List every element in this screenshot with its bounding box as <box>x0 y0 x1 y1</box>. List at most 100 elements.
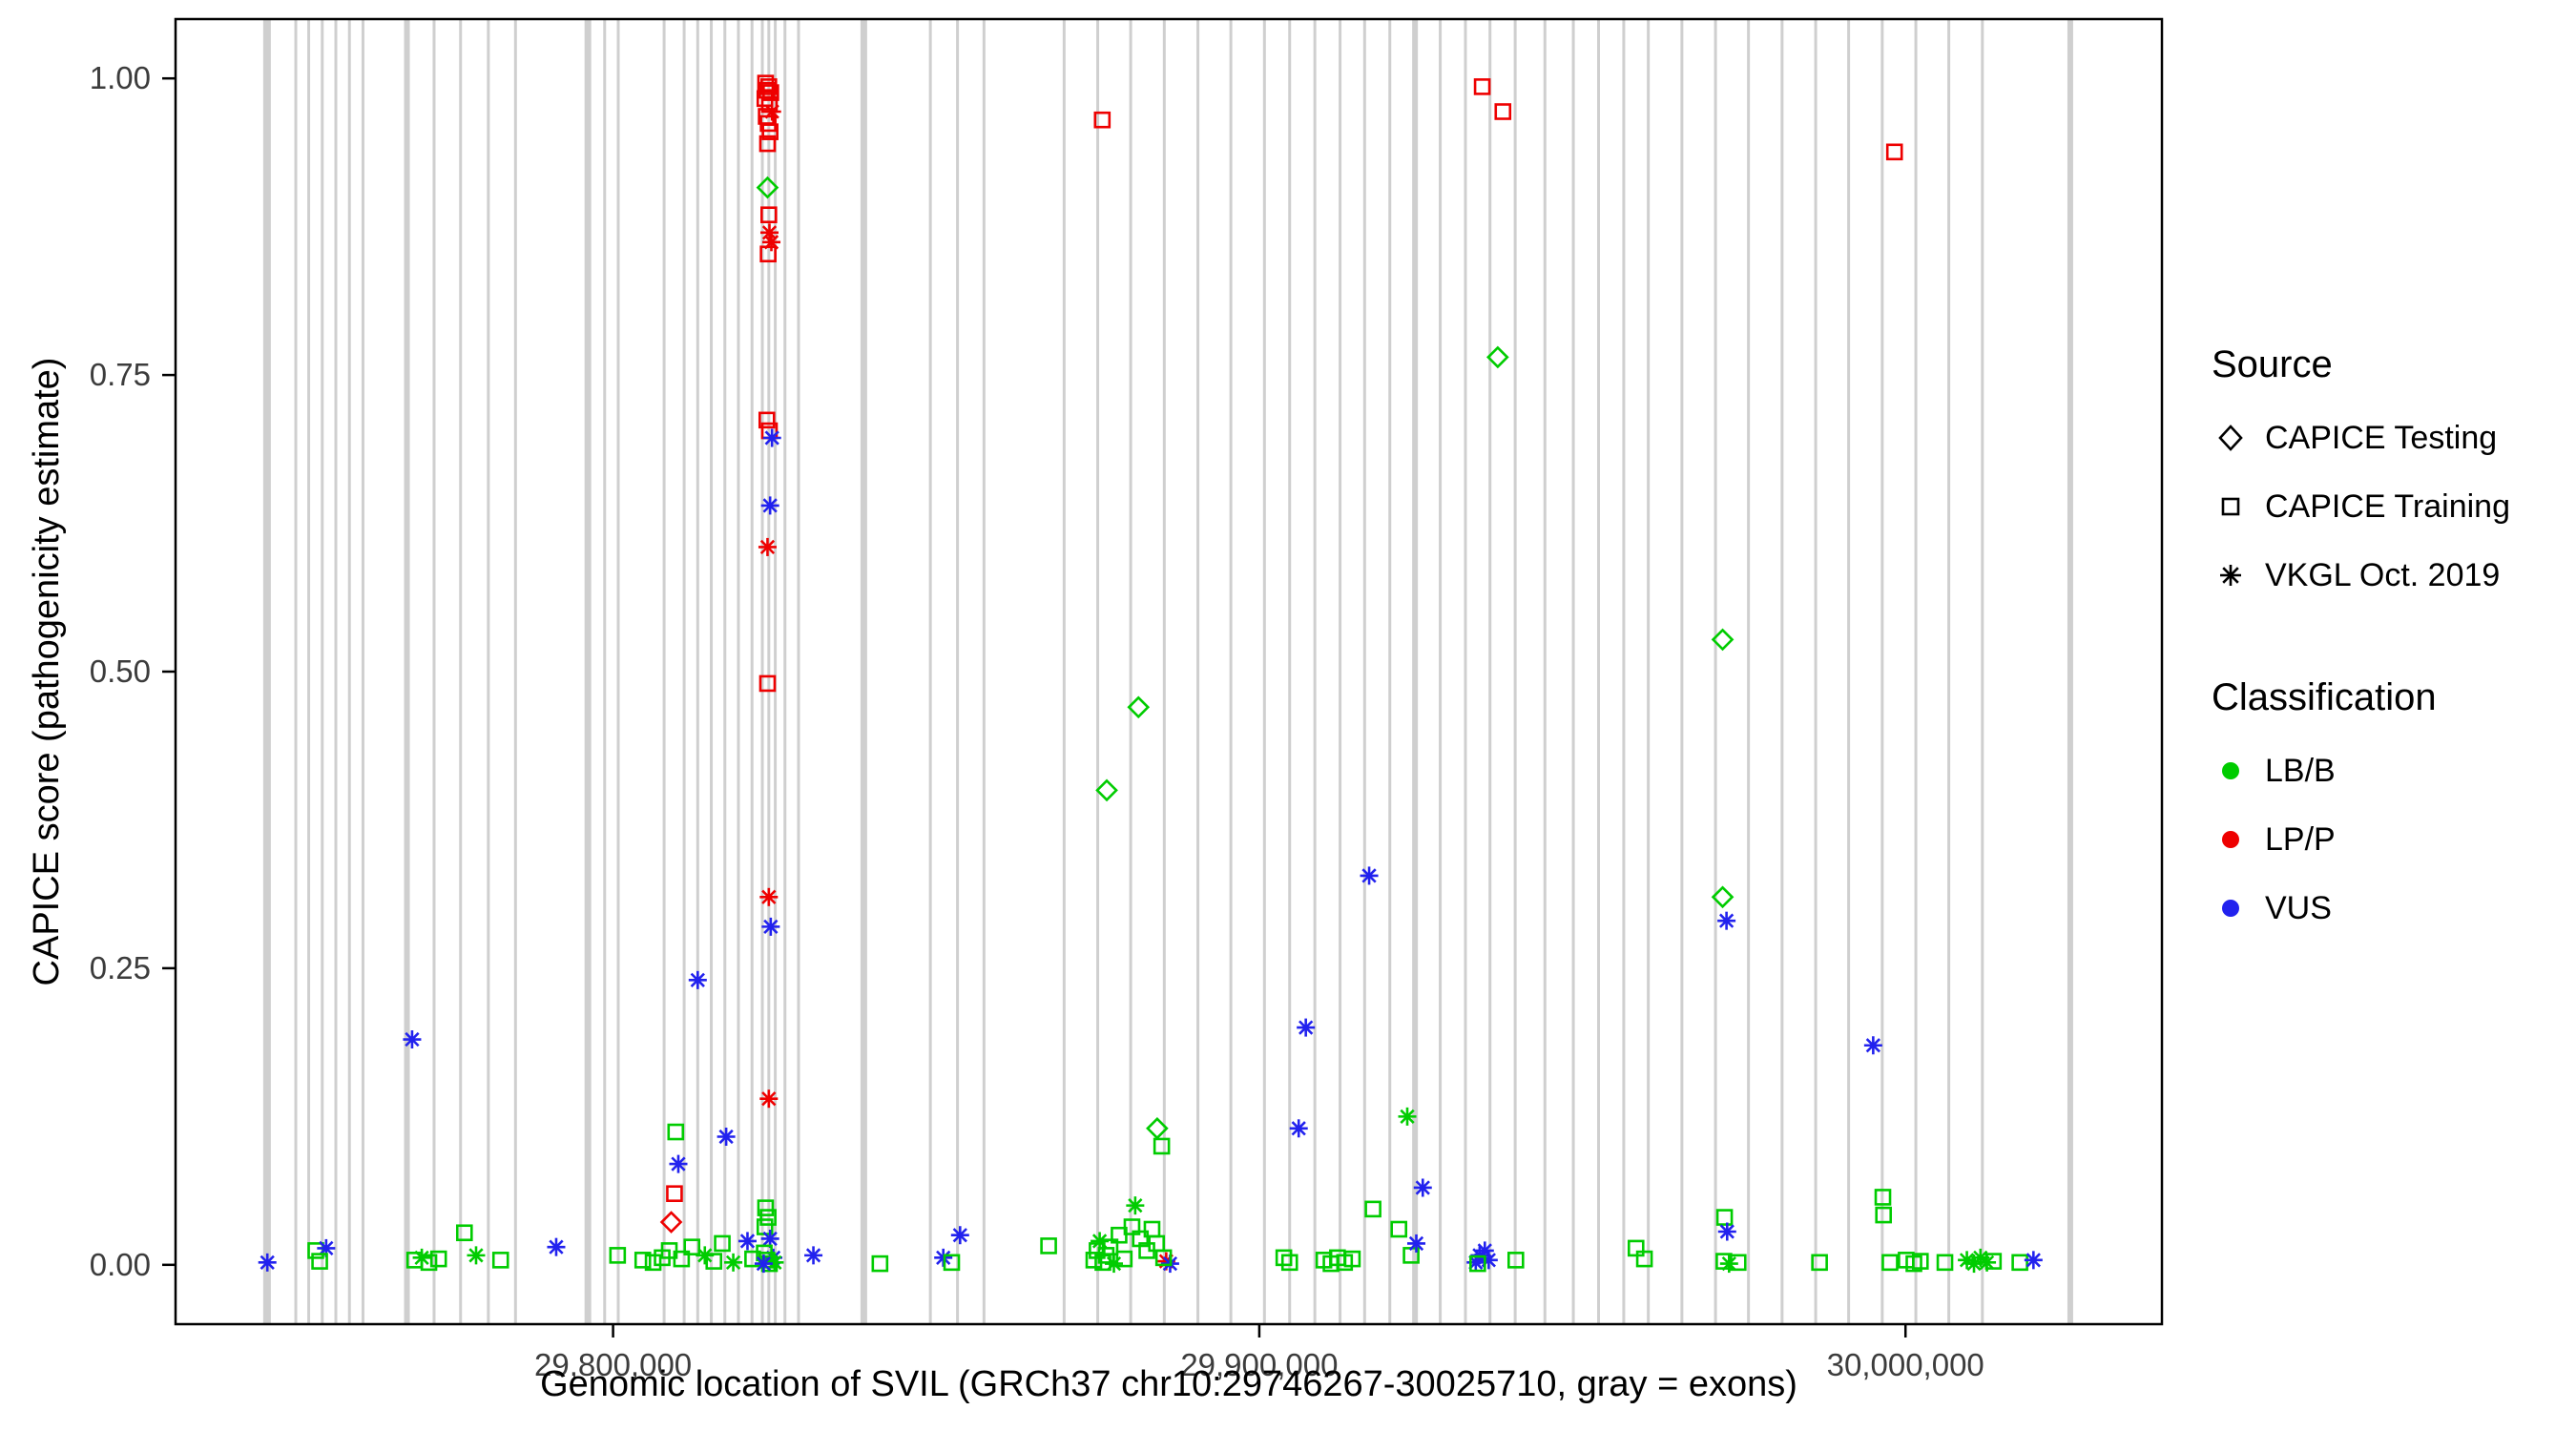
data-point <box>1360 866 1379 885</box>
legend-item-label: CAPICE Training <box>2265 487 2510 525</box>
data-point <box>1127 695 1151 719</box>
y-axis-title: CAPICE score (pathogenicity estimate) <box>27 357 67 986</box>
legend-item-vkgl: VKGL Oct. 2019 <box>2212 541 2566 610</box>
data-point <box>1984 1253 2003 1270</box>
lbb-dot-icon <box>2222 762 2239 779</box>
data-point <box>420 1254 438 1272</box>
x-axis-title: Genomic location of SVIL (GRCh37 chr10:2… <box>540 1364 1797 1404</box>
data-point <box>429 1250 447 1268</box>
data-point <box>1863 1036 1882 1055</box>
data-point <box>1040 1237 1057 1255</box>
y-tick-label: 1.00 <box>90 60 151 95</box>
data-point <box>1627 1239 1645 1257</box>
data-point <box>644 1254 662 1272</box>
data-point <box>1811 1254 1828 1272</box>
data-point <box>1413 1178 1432 1197</box>
legend-item-vus: VUS <box>2212 874 2566 943</box>
data-point <box>2024 1251 2043 1270</box>
data-point <box>760 206 778 223</box>
data-point <box>491 1252 509 1269</box>
legend-item-capice-training: CAPICE Training <box>2212 472 2566 541</box>
data-point <box>1729 1254 1747 1272</box>
data-point <box>1406 1234 1425 1253</box>
data-point <box>804 1246 823 1265</box>
data-point <box>761 917 780 936</box>
data-point <box>1936 1254 1954 1272</box>
data-point <box>1469 1255 1486 1273</box>
data-point <box>1126 1196 1145 1215</box>
data-point <box>1711 885 1735 909</box>
data-point <box>1398 1107 1417 1126</box>
legend-item-lbb: LB/B <box>2212 736 2566 805</box>
data-point <box>1635 1250 1653 1268</box>
data-point <box>871 1255 889 1273</box>
data-point <box>1494 103 1512 120</box>
data-point <box>759 887 779 906</box>
data-point <box>1717 1222 1736 1241</box>
legend-item-label: LB/B <box>2265 752 2336 789</box>
data-point <box>724 1253 743 1272</box>
data-point <box>659 1211 683 1234</box>
data-point <box>1154 1249 1173 1267</box>
data-point <box>1289 1119 1308 1138</box>
data-point <box>683 1238 701 1255</box>
data-point <box>1719 1255 1738 1274</box>
data-point <box>1093 111 1111 129</box>
data-point <box>667 1123 685 1141</box>
data-point <box>950 1226 969 1245</box>
legend: Source CAPICE Testing CAPICE Training <box>2212 343 2566 943</box>
data-point <box>311 1253 328 1270</box>
data-point <box>756 176 779 199</box>
data-point <box>307 1242 324 1259</box>
panel-border <box>174 17 2164 1326</box>
data-point <box>1874 1189 1892 1206</box>
legend-item-capice-testing: CAPICE Testing <box>2212 404 2566 472</box>
y-tick-label: 0.00 <box>90 1247 151 1282</box>
data-point <box>1115 1250 1133 1268</box>
data-point <box>1095 778 1118 802</box>
legend-source-group: Source CAPICE Testing CAPICE Training <box>2212 343 2566 610</box>
data-point <box>762 428 781 447</box>
data-point <box>761 123 779 140</box>
x-tick-label: 29,900,000 <box>1180 1347 1338 1382</box>
data-point <box>1280 1254 1298 1272</box>
data-point <box>1715 1209 1734 1226</box>
data-point <box>934 1248 953 1267</box>
data-point <box>634 1252 652 1269</box>
legend-source-title: Source <box>2212 343 2333 385</box>
data-point <box>1297 1018 1316 1037</box>
x-tick-label: 30,000,000 <box>1827 1347 1984 1382</box>
data-point <box>762 102 781 121</box>
data-point <box>1153 1137 1171 1155</box>
legend-classification-group: Classification LB/B LP/P <box>2212 676 2566 943</box>
data-point <box>1875 1206 1892 1224</box>
data-point <box>1717 911 1736 930</box>
data-point <box>758 411 776 429</box>
diamond-icon <box>2218 425 2243 451</box>
legend-item-label: VUS <box>2265 889 2332 926</box>
data-point <box>673 1250 691 1268</box>
data-point <box>737 1232 757 1251</box>
data-point <box>754 1255 773 1274</box>
data-point <box>759 1209 777 1226</box>
data-point <box>759 1089 779 1109</box>
data-point <box>1343 1250 1361 1268</box>
legend-classification-title: Classification <box>2212 676 2437 718</box>
data-point <box>1485 345 1509 369</box>
data-point <box>669 1154 688 1173</box>
data-point <box>1364 1200 1381 1218</box>
legend-gap <box>2212 610 2566 676</box>
x-tick-label: 29,800,000 <box>534 1347 692 1382</box>
data-point <box>717 1128 736 1147</box>
data-point <box>1479 1251 1498 1270</box>
data-point <box>258 1253 277 1272</box>
data-point <box>1123 1218 1141 1235</box>
data-point <box>759 245 777 263</box>
data-point <box>762 233 781 252</box>
asterisk-icon <box>2220 565 2241 586</box>
data-point <box>403 1030 422 1049</box>
legend-item-label: LP/P <box>2265 820 2336 858</box>
data-point <box>1912 1253 1929 1270</box>
